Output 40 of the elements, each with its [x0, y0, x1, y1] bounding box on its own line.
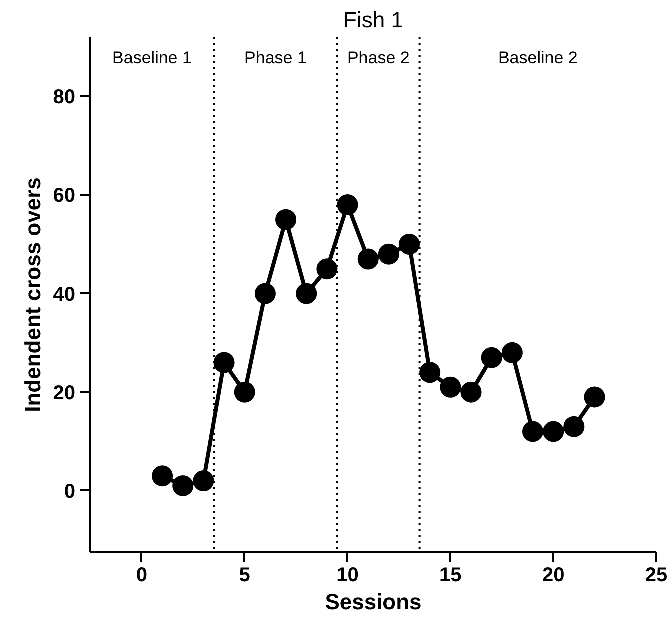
- point: [337, 194, 358, 216]
- x-tick-label: 20: [542, 564, 565, 586]
- annotation: Phase 2: [347, 48, 410, 68]
- x-tick-label: 15: [440, 564, 462, 586]
- point: [543, 421, 564, 442]
- y-tick-label: 20: [53, 382, 76, 404]
- point: [193, 470, 214, 492]
- chart-title: Fish 1: [344, 8, 404, 32]
- point: [420, 362, 441, 384]
- point: [296, 283, 318, 304]
- x-tick-label: 0: [136, 564, 148, 586]
- point: [564, 416, 585, 438]
- y-tick-label: 40: [53, 284, 76, 306]
- x-tick-label: 25: [645, 564, 668, 586]
- point: [399, 234, 420, 255]
- x-axis-title: Sessions: [325, 590, 422, 614]
- point: [358, 248, 379, 270]
- x-tick-label: 10: [336, 564, 359, 586]
- point: [481, 347, 502, 368]
- point: [522, 421, 544, 442]
- annotation: Baseline 2: [498, 48, 578, 68]
- point: [172, 475, 194, 496]
- annotation: Baseline 1: [112, 48, 192, 68]
- y-tick-label: 80: [53, 86, 76, 109]
- point: [378, 244, 400, 265]
- annotation: Phase 1: [244, 48, 307, 68]
- y-axis-title: Indendent cross overs: [20, 178, 46, 412]
- point: [234, 382, 256, 403]
- x-tick-label: 5: [239, 564, 250, 586]
- point: [152, 466, 174, 487]
- point: [254, 283, 276, 304]
- y-tick-label: 0: [64, 480, 76, 503]
- point: [502, 342, 523, 364]
- point: [276, 209, 297, 230]
- point: [440, 376, 462, 398]
- point: [214, 352, 235, 374]
- y-tick-label: 60: [53, 185, 76, 208]
- point: [460, 382, 482, 403]
- point: [584, 386, 606, 408]
- point: [316, 258, 338, 280]
